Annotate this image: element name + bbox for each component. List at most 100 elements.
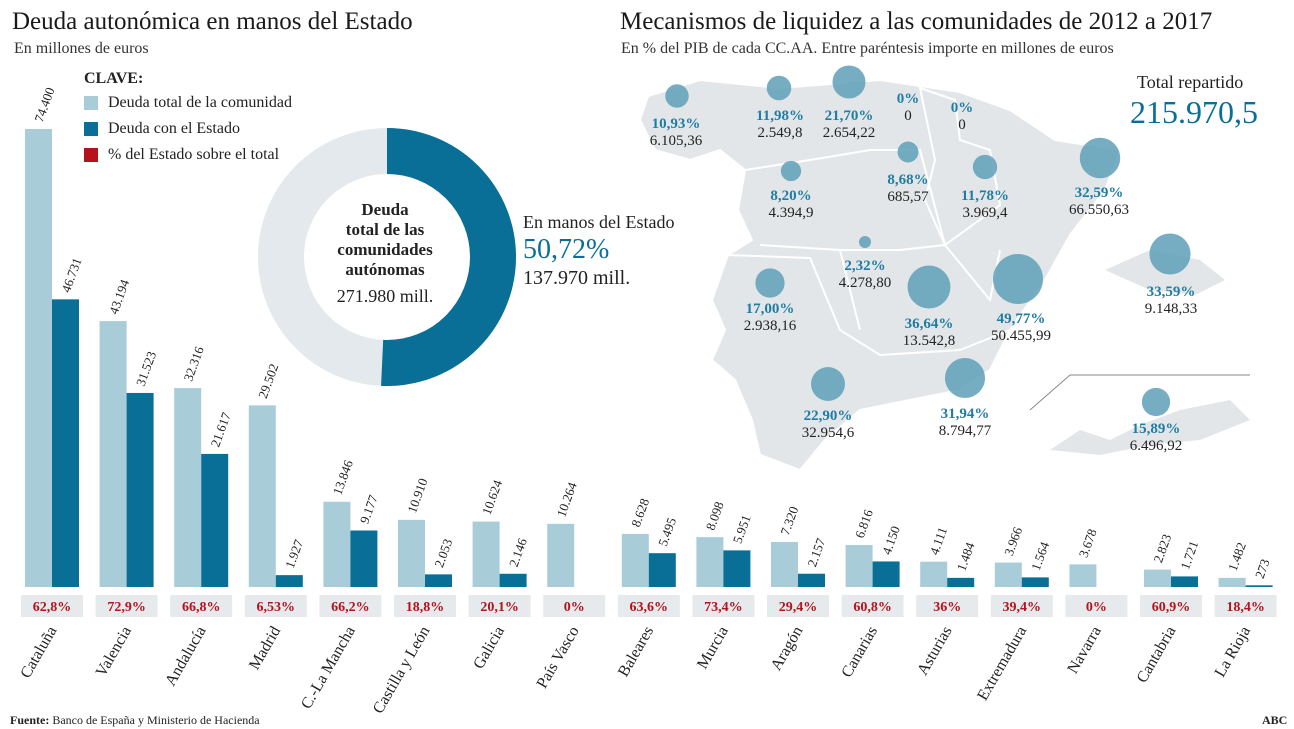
percent-box [543,595,606,617]
bar-total-label: 3.678 [1076,527,1100,560]
bar-state-label: 4.150 [879,524,903,557]
bar-total-label: 8.628 [628,496,652,529]
state-label: En manos del Estado [523,212,675,232]
category-label: Madrid [246,624,284,673]
percent-box [692,595,755,617]
bar-total-label: 10.264 [553,480,579,519]
percent-label: 60,8% [853,600,892,615]
total-value: 215.970,5 [1130,94,1258,130]
map-subtitle: En % del PIB de cada CC.AA. Entre parént… [621,40,1114,57]
percent-box [1214,595,1277,617]
bar-group: 1.482 273 18,4% La Rioja [1212,540,1277,680]
region-bubble [755,268,785,298]
percent-box [990,595,1053,617]
region-amount: 6.496,92 [1130,438,1183,454]
category-label: C.-La Mancha [298,624,359,713]
region-bubble [1079,137,1121,179]
map-title: Mecanismos de liquidez a las comunidades… [620,8,1213,35]
bar-total [323,501,351,587]
region-amount: 9.148,33 [1145,301,1198,317]
region-percent: 11,98% [756,108,804,124]
bar-state-label: 1.484 [953,540,977,573]
left-chart-subtitle: En millones de euros [14,40,149,57]
region-amount: 66.550,63 [1069,202,1129,218]
region-percent: 0% [951,100,974,116]
bar-state-label: 5.495 [655,516,679,549]
bar-total-label: 32.316 [180,344,206,383]
bar-group: 32.316 21.617 66,8% Andalucía [162,344,234,689]
bar-state [1171,576,1198,587]
bar-state [872,561,900,587]
bar-total [1144,569,1171,587]
map-region: 32,59%66.550,63 [1069,137,1129,218]
bar-state-label: 273 [1252,557,1273,580]
donut-chart [258,128,516,386]
bar-total [920,561,948,587]
bar-total-label: 4.111 [926,525,950,557]
bar-total [248,405,276,587]
bar-total [696,537,724,587]
bar-total [1218,577,1246,587]
region-amount: 32.954,6 [802,425,855,441]
category-label: Asturias [914,624,955,679]
legend: CLAVE: Deuda total de la comunidad Deuda… [84,70,298,180]
bar-state [275,575,303,587]
map-region: 11,78%3.969,4 [961,154,1009,221]
bar-group: 8.098 5.951 73,4% Murcia [692,500,755,672]
percent-label: 36% [933,600,961,615]
state-percent: 50,72% [523,234,610,265]
bar-state [350,530,378,587]
region-bubble [859,236,871,248]
category-label: País Vasco [534,624,583,692]
bar-total [845,545,873,587]
canarias-frame [1029,374,1250,411]
legend-label-percent: % del Estado sobre el total [108,146,280,163]
region-amount: 13.542,8 [903,333,956,349]
brand-logo: ABC [1262,713,1288,727]
map-region: 2,32%4.278,80 [839,236,891,291]
region-percent: 22,90% [804,408,853,424]
region-percent: 15,89% [1132,421,1181,437]
region-amount: 8.794,77 [939,423,992,439]
percent-label: 29,4% [779,600,818,615]
donut-center-line3: comunidades [337,240,433,259]
region-amount: 685,57 [887,189,929,205]
region-amount: 6.105,36 [650,133,703,149]
region-bubble [665,84,689,108]
region-amount: 4.394,9 [769,205,814,221]
map-region: 11,98%2.549,8 [756,75,804,141]
bar-state [499,573,527,587]
percent-label: 66,8% [182,600,221,615]
region-bubble [993,254,1043,304]
map-region: 49,77%50.455,99 [991,254,1051,344]
percent-box [841,595,904,617]
region-percent: 11,78% [961,188,1009,204]
percent-label: 0% [1086,600,1107,615]
bar-state-label: 2.157 [804,536,828,569]
bar-total [621,533,649,587]
source-note: Fuente: Banco de España y Ministerio de … [10,713,260,728]
bar-total [547,523,575,587]
bar-total [771,541,798,587]
bar-state-label: 21.617 [207,410,233,449]
bar-total-label: 1.482 [1225,540,1249,573]
map-region: 15,89%6.496,92 [1130,387,1183,454]
bar-group: 10.264 0% País Vasco [534,480,606,692]
region-percent: 36,64% [905,316,954,332]
bar-total-label: 43.194 [106,277,132,316]
region-amount: 50.455,99 [991,328,1051,344]
region-bubble [811,367,845,401]
bar-total-label: 3.966 [1001,525,1025,558]
percent-box [170,595,233,617]
region-bubble [897,141,919,163]
bar-state-label: 2.146 [506,536,530,569]
bar-group: 3.966 1.564 39,4% Extremadura [974,525,1053,704]
region-percent: 8,20% [770,188,811,204]
canary-islands [1050,400,1250,455]
bar-total [994,562,1022,587]
percent-box [468,595,531,617]
